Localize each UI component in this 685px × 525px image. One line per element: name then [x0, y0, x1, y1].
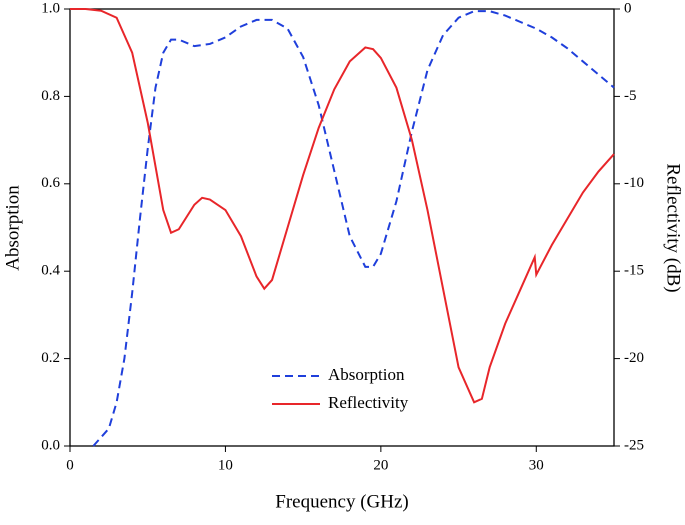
- x-axis-title: Frequency (GHz): [275, 491, 408, 512]
- y-tick-label: 0.4: [41, 263, 60, 279]
- series-line: [70, 8, 615, 404]
- y2-axis-title: Reflectivity (dB): [663, 163, 684, 292]
- y-tick-label: 0.6: [41, 175, 60, 191]
- y-tick-label: 0.0: [41, 437, 60, 453]
- y2-tick-label: 0: [624, 0, 632, 16]
- x-tick-label: 10: [218, 457, 233, 473]
- y-tick-label: 1.0: [41, 0, 60, 16]
- y2-tick-label: -25: [624, 437, 644, 453]
- y2-tick-label: -5: [624, 88, 637, 104]
- plot-frame: [69, 8, 615, 447]
- y-tick-label: 0.2: [41, 350, 60, 366]
- y2-tick-label: -15: [624, 263, 644, 279]
- y2-tick-label: -20: [624, 350, 644, 366]
- x-tick-label: 0: [66, 457, 74, 473]
- y-axis-title: Absorption: [2, 185, 23, 271]
- legend-label: Reflectivity: [328, 393, 409, 412]
- y2-tick-label: -10: [624, 175, 644, 191]
- y-tick-label: 0.8: [41, 88, 60, 104]
- x-tick-label: 30: [529, 457, 544, 473]
- x-tick-label: 20: [373, 457, 388, 473]
- legend-label: Absorption: [328, 365, 405, 384]
